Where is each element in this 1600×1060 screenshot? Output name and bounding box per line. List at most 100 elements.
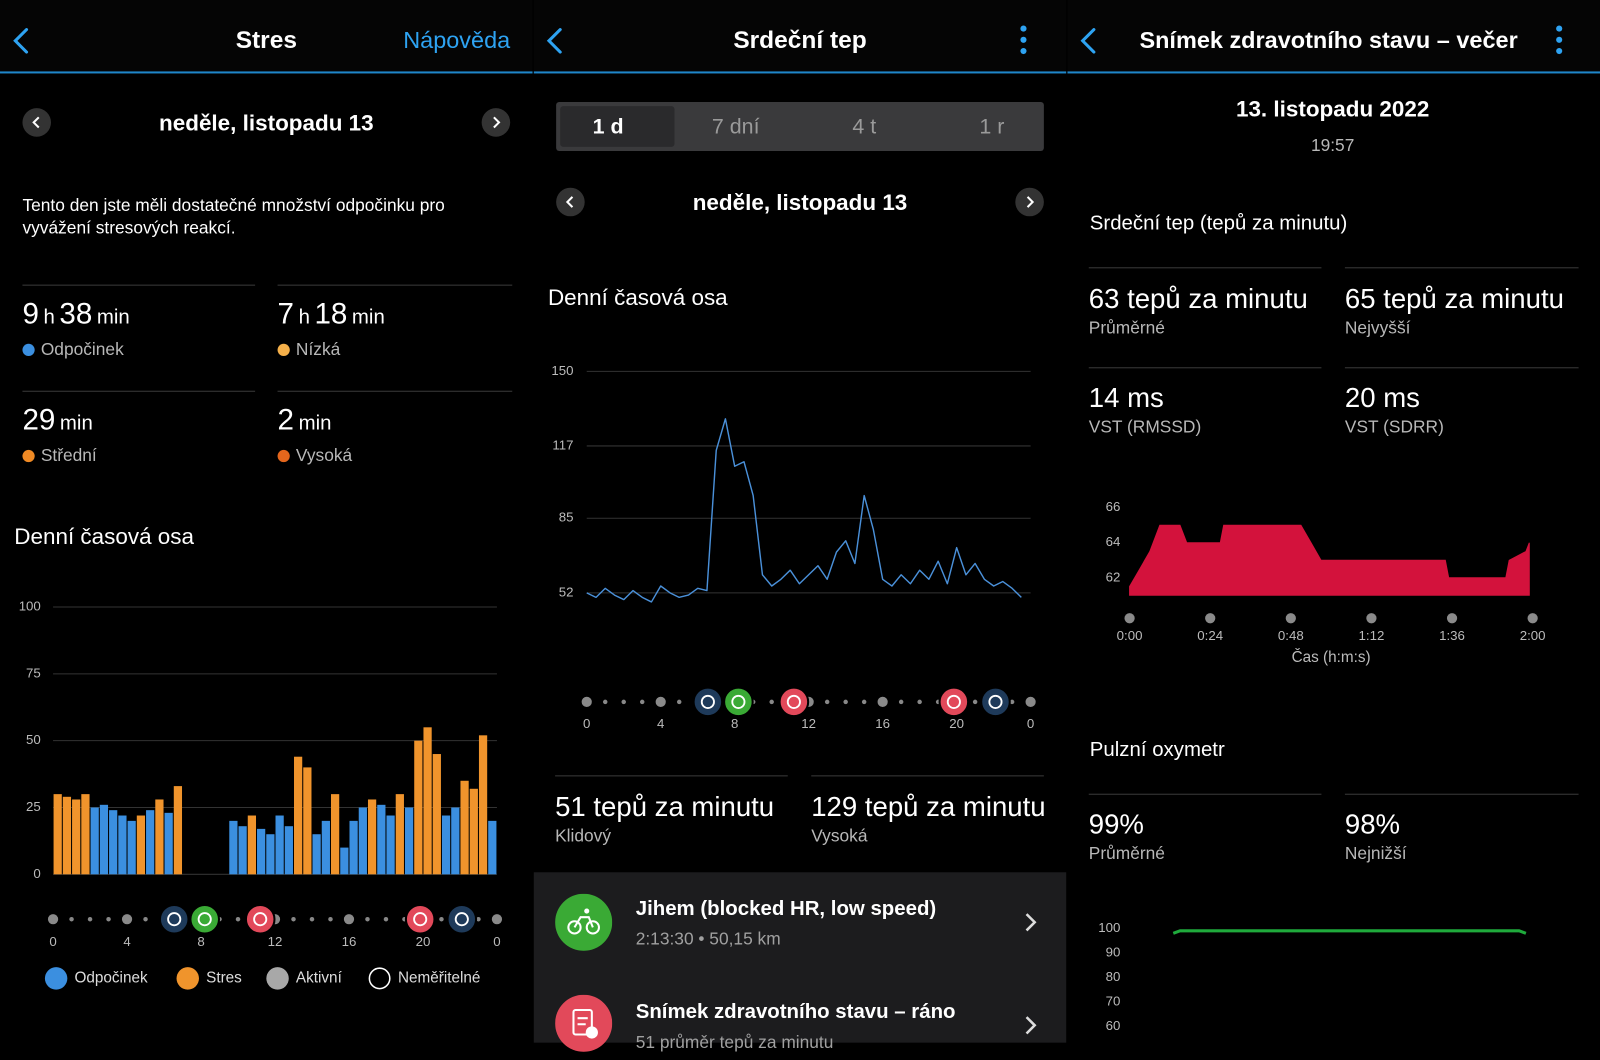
tab[interactable]: 7 dní: [711, 115, 760, 139]
minutes: 29: [22, 404, 56, 437]
bar: [164, 812, 173, 875]
bar: [312, 834, 321, 875]
stat-value: 51 tepů za minutu: [555, 791, 775, 823]
cycling-icon: [555, 893, 613, 951]
x-tick-dot: [47, 914, 59, 925]
next-day[interactable]: [1015, 187, 1044, 217]
bar: [266, 834, 275, 875]
stat-label: Vysoká: [277, 446, 352, 466]
screen-title: Snímek zdravotního stavu – večer: [1139, 26, 1518, 54]
back-button[interactable]: [10, 27, 32, 56]
menu-button[interactable]: [1019, 24, 1027, 55]
bar: [229, 820, 238, 875]
timeline-dot: [1009, 699, 1015, 705]
legend-label: Stres: [206, 969, 242, 986]
bar: [294, 756, 303, 875]
hours: 9: [22, 297, 39, 331]
sleep-icon: [446, 903, 478, 935]
stat-label: Nízká: [277, 339, 341, 360]
activity-row[interactable]: Jihem (blocked HR, low speed) 2:13:30 • …: [534, 872, 1067, 972]
stat-value: 7 h 18 min: [278, 298, 385, 332]
stat-label: Odpočinek: [22, 339, 124, 360]
bar: [469, 788, 478, 875]
bar: [441, 815, 451, 875]
tab-selected: [560, 106, 675, 147]
legend-dot: [277, 343, 290, 357]
snapshot-hr-chart: 62 64 66 0:00 0:24 0:48 1:12 1:36 2:00 Čas (h:m:s…: [1098, 499, 1545, 1033]
snapshot-icon: [938, 686, 970, 718]
menu-button[interactable]: [1555, 24, 1563, 55]
tab[interactable]: 1 r: [979, 115, 1005, 139]
bar: [238, 826, 247, 875]
timeline-dot: [476, 916, 481, 922]
timeline-dot: [917, 699, 922, 705]
bar: [72, 799, 81, 875]
y-tick-label: 85: [559, 510, 574, 525]
stat-label: Nejvyšší: [1344, 318, 1411, 338]
divider: [811, 775, 1044, 777]
divider: [277, 284, 513, 286]
bar: [358, 807, 367, 875]
activity-row[interactable]: Snímek zdravotního stavu – ráno 51 průmě…: [534, 974, 1067, 1060]
stat-label: Střední: [22, 446, 97, 466]
bar: [478, 735, 488, 875]
x-tick-dot: [1124, 613, 1135, 624]
bar: [330, 794, 340, 875]
timeline-dot: [898, 699, 904, 705]
x-tick-label: 20: [416, 934, 431, 949]
bar: [284, 826, 293, 875]
divider: [1344, 267, 1579, 269]
stat-value: 98%: [1344, 809, 1401, 840]
bar: [62, 796, 72, 875]
bar: [460, 780, 469, 875]
timeline-dot: [87, 916, 93, 922]
y-tick-label: 64: [1106, 534, 1121, 549]
section-title: Srdeční tep (tepů za minutu): [1089, 212, 1348, 235]
tab[interactable]: 4 t: [852, 115, 877, 139]
legend-marker: [266, 967, 289, 990]
help-link[interactable]: Nápověda: [403, 26, 511, 54]
bar: [81, 794, 90, 875]
x-tick-dot: [581, 696, 592, 708]
x-axis-label: Čas (h:m:s): [1292, 649, 1371, 666]
prev-day[interactable]: [556, 187, 585, 217]
x-tick-dot: [121, 914, 133, 925]
divider: [1088, 267, 1322, 269]
snapshot-icon-glyph: [786, 694, 801, 709]
timeline-dot: [291, 916, 296, 922]
next-day[interactable]: [481, 108, 511, 137]
legend-label: Neměřitelné: [398, 969, 480, 986]
back-button[interactable]: [544, 27, 566, 56]
tab[interactable]: 1 d: [592, 115, 624, 139]
legend-marker: [368, 967, 391, 990]
bar: [90, 807, 99, 875]
x-tick-label: 4: [657, 716, 664, 731]
timeline-dot: [69, 916, 74, 922]
divider: [1344, 367, 1579, 369]
stat-value: 9 h 38 min: [22, 298, 129, 332]
x-tick-label: 8: [731, 716, 738, 731]
prev-day[interactable]: [22, 108, 52, 137]
bar: [53, 794, 62, 875]
label: Nízká: [295, 339, 341, 360]
unit: min: [298, 412, 332, 435]
x-tick-label: 1:36: [1439, 628, 1465, 643]
bar: [136, 815, 146, 875]
stat-value: 20 ms: [1344, 382, 1420, 414]
x-tick-dot: [877, 696, 888, 708]
back-button[interactable]: [1078, 27, 1100, 56]
timeline-dot: [972, 699, 978, 705]
stat-label: Klidový: [555, 826, 612, 846]
label: Odpočinek: [40, 339, 124, 360]
section-title: Denní časová osa: [547, 284, 728, 311]
bar: [377, 804, 386, 875]
heart-rate-screen: Srdeční tep 1 d 7 dní 4 t 1 r neděle, li…: [533, 0, 1067, 1060]
screen-title: Srdeční tep: [733, 26, 867, 55]
timeline-dot: [676, 699, 682, 705]
timeline-dot: [439, 916, 444, 922]
bar: [173, 786, 183, 875]
bar: [257, 828, 266, 875]
header: [0, 0, 533, 74]
x-tick-label: 0: [49, 934, 56, 949]
